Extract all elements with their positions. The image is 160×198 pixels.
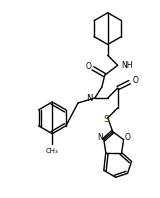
Text: NH: NH [122,61,133,70]
Text: CH₃: CH₃ [46,148,59,154]
Text: S: S [103,115,109,124]
Text: N: N [87,93,93,103]
Text: O: O [86,62,92,71]
Text: N: N [97,133,103,142]
Text: O: O [132,76,138,85]
Text: O: O [125,133,131,142]
